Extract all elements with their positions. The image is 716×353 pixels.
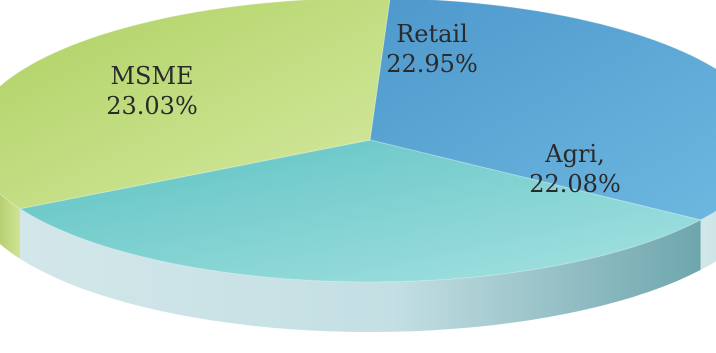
pie-side-msme	[0, 193, 20, 259]
slice-value-agri: 22.08%	[529, 170, 621, 198]
slice-label-retail: Retail	[396, 20, 468, 48]
slice-value-msme: 23.03%	[106, 92, 198, 120]
pie-slice-retail	[369, 0, 716, 221]
slice-label-msme: MSME	[110, 62, 193, 90]
slice-label-agri: Agri,	[544, 140, 604, 168]
pie-side-agri	[19, 208, 701, 332]
slice-value-retail: 22.95%	[386, 50, 478, 78]
pie-slice-agri	[18, 139, 703, 283]
pie-side-retail	[700, 211, 716, 270]
pie-slice-msme	[0, 0, 391, 210]
